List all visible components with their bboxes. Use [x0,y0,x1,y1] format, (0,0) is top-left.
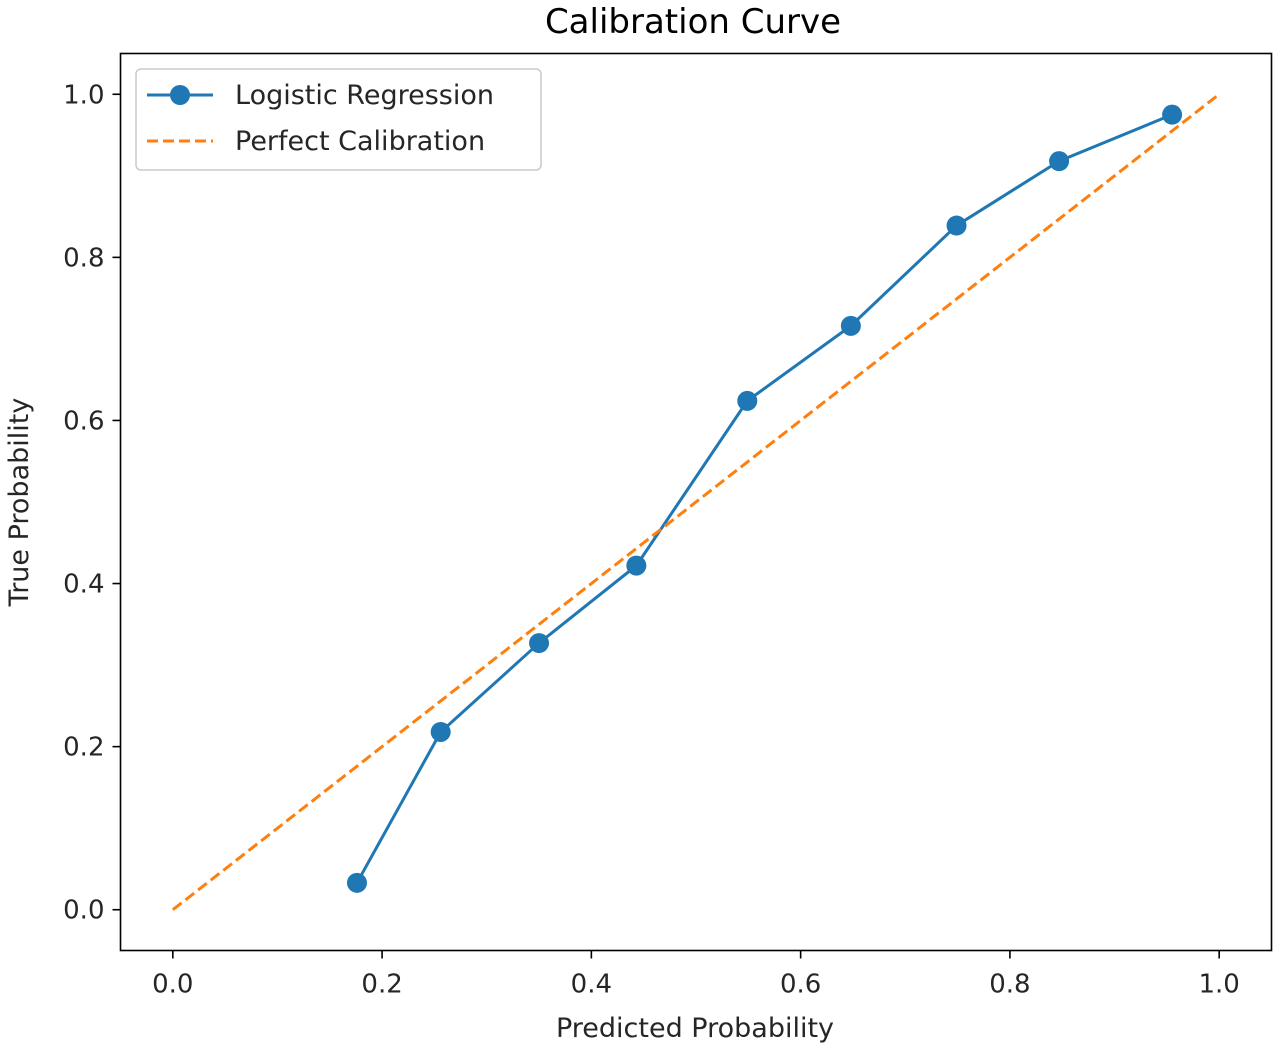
legend-marker-logistic-regression [170,85,190,105]
data-point-logistic-regression [430,721,451,742]
data-point-logistic-regression [529,633,550,654]
data-point-logistic-regression [626,555,647,576]
data-point-logistic-regression [840,315,861,336]
data-point-logistic-regression [737,390,758,411]
chart-title: Calibration Curve [545,2,841,42]
x-tick-label: 0.6 [780,970,821,1000]
legend-box [135,68,542,171]
x-axis-label: Predicted Probability [556,1013,834,1044]
y-axis: 0.0 0.2 0.4 0.6 0.8 1.0 [63,80,121,926]
y-tick-label: 0.2 [63,733,104,763]
legend-label-perfect-calibration: Perfect Calibration [235,126,485,157]
y-tick-label: 1.0 [63,80,104,110]
data-point-logistic-regression [1162,104,1183,125]
x-tick-label: 0.4 [571,970,612,1000]
data-point-logistic-regression [346,872,367,893]
plot-frame [119,52,1273,952]
y-tick-label: 0.0 [63,896,104,926]
x-tick-label: 0.2 [361,970,402,1000]
y-tick-label: 0.6 [63,406,104,436]
plot-area [171,93,1221,911]
legend-entry-perfect-calibration: Perfect Calibration [147,126,485,157]
legend-entry-logistic-regression: Logistic Regression [147,80,494,111]
data-point-logistic-regression [946,215,967,236]
legend-label-logistic-regression: Logistic Regression [235,80,494,111]
y-tick-label: 0.8 [63,243,104,273]
series-line-logistic-regression [355,113,1174,885]
data-point-logistic-regression [1049,151,1070,172]
x-tick-label: 1.0 [1199,970,1240,1000]
y-tick-label: 0.4 [63,570,104,600]
legend: Logistic Regression Perfect Calibration [135,68,542,171]
series-line-perfect-calibration [171,93,1221,911]
x-axis: 0.0 0.2 0.4 0.6 0.8 1.0 [152,950,1240,1000]
y-axis-label: True Probability [4,398,35,608]
x-tick-label: 0.0 [152,970,193,1000]
x-tick-label: 0.8 [989,970,1030,1000]
